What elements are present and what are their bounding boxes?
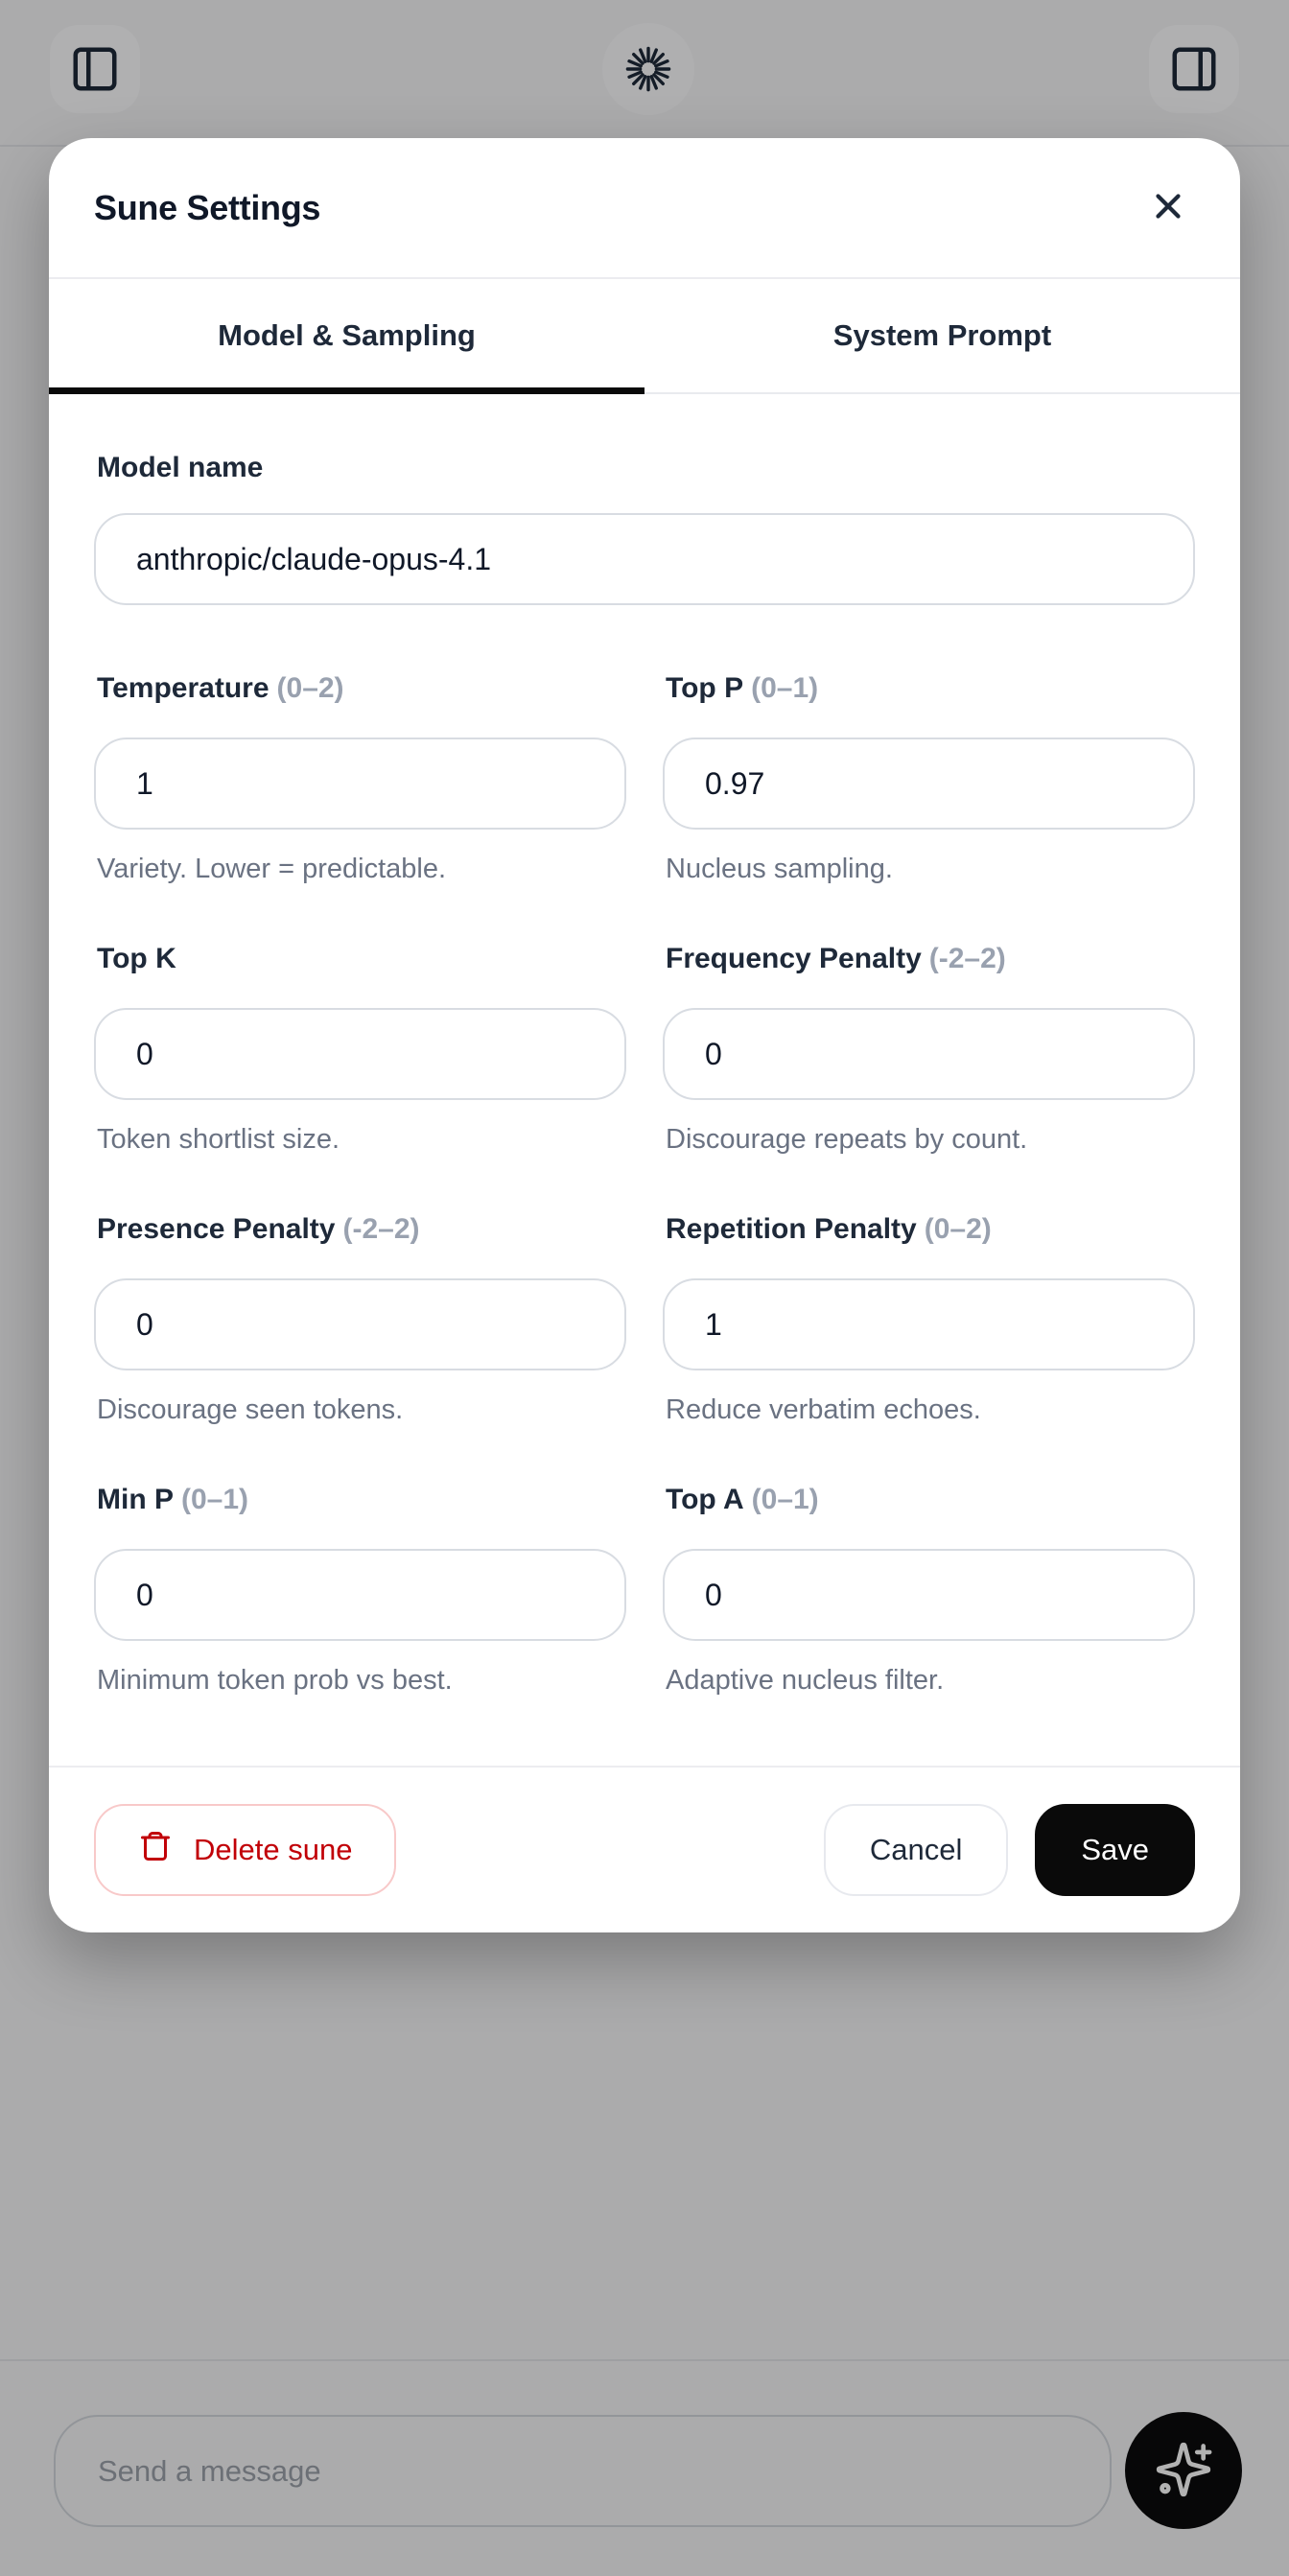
panel-right-icon xyxy=(1168,43,1220,95)
sampling-fields-grid: Temperature(0–2) Variety. Lower = predic… xyxy=(94,672,1195,1697)
composer-divider xyxy=(0,2359,1289,2361)
close-button[interactable] xyxy=(1141,181,1195,235)
field-label: Top P xyxy=(666,672,744,704)
field-range: (0–2) xyxy=(924,1213,992,1245)
modal-title: Sune Settings xyxy=(94,187,321,227)
field-presence-penalty: Presence Penalty(-2–2) Discourage seen t… xyxy=(94,1213,626,1426)
app-logo-button[interactable] xyxy=(602,23,694,115)
modal-footer: Delete sune Cancel Save xyxy=(49,1766,1240,1932)
starburst-icon xyxy=(625,46,671,92)
save-button[interactable]: Save xyxy=(1035,1804,1195,1896)
field-frequency-penalty: Frequency Penalty(-2–2) Discourage repea… xyxy=(663,943,1195,1156)
field-top-p: Top P(0–1) Nucleus sampling. xyxy=(663,672,1195,885)
field-range: (0–2) xyxy=(276,672,344,704)
field-range: (0–1) xyxy=(751,1484,819,1515)
field-temperature: Temperature(0–2) Variety. Lower = predic… xyxy=(94,672,626,885)
modal-header: Sune Settings xyxy=(49,138,1240,279)
field-top-k: Top K Token shortlist size. xyxy=(94,943,626,1156)
tab-system-prompt[interactable]: System Prompt xyxy=(644,279,1240,392)
repetition-penalty-input[interactable] xyxy=(663,1278,1195,1370)
close-icon xyxy=(1148,186,1188,229)
model-name-label: Model name xyxy=(97,452,264,483)
field-repetition-penalty: Repetition Penalty(0–2) Reduce verbatim … xyxy=(663,1213,1195,1426)
field-helper: Nucleus sampling. xyxy=(666,854,893,884)
field-label: Presence Penalty xyxy=(97,1213,336,1245)
toggle-left-sidebar-button[interactable] xyxy=(50,25,140,113)
field-label: Temperature xyxy=(97,672,270,704)
top-a-input[interactable] xyxy=(663,1549,1195,1641)
field-range: (0–1) xyxy=(181,1484,249,1515)
field-label: Top A xyxy=(666,1484,744,1515)
settings-tabs: Model & Sampling System Prompt xyxy=(49,279,1240,394)
field-min-p: Min P(0–1) Minimum token prob vs best. xyxy=(94,1484,626,1697)
message-input[interactable] xyxy=(54,2415,1112,2527)
sparkles-icon xyxy=(1154,2440,1213,2502)
model-name-input[interactable] xyxy=(94,513,1195,605)
toggle-right-sidebar-button[interactable] xyxy=(1149,25,1239,113)
field-range: (-2–2) xyxy=(342,1213,420,1245)
field-helper: Minimum token prob vs best. xyxy=(97,1665,453,1696)
top-k-input[interactable] xyxy=(94,1008,626,1100)
delete-sune-label: Delete sune xyxy=(194,1833,353,1866)
top-p-input[interactable] xyxy=(663,738,1195,830)
tab-model-sampling[interactable]: Model & Sampling xyxy=(49,279,644,392)
presence-penalty-input[interactable] xyxy=(94,1278,626,1370)
send-message-button[interactable] xyxy=(1125,2412,1242,2529)
min-p-input[interactable] xyxy=(94,1549,626,1641)
field-helper: Variety. Lower = predictable. xyxy=(97,854,447,884)
delete-sune-button[interactable]: Delete sune xyxy=(94,1804,397,1896)
cancel-button[interactable]: Cancel xyxy=(823,1804,1009,1896)
field-helper: Token shortlist size. xyxy=(97,1124,340,1155)
field-helper: Adaptive nucleus filter. xyxy=(666,1665,945,1696)
panel-left-icon xyxy=(69,43,121,95)
app-top-bar xyxy=(0,0,1289,147)
field-label: Frequency Penalty xyxy=(666,943,922,974)
field-range: (0–1) xyxy=(751,672,819,704)
field-top-a: Top A(0–1) Adaptive nucleus filter. xyxy=(663,1484,1195,1697)
trash-icon xyxy=(138,1829,173,1871)
field-range: (-2–2) xyxy=(928,943,1006,974)
field-label: Min P xyxy=(97,1484,174,1515)
field-helper: Reduce verbatim echoes. xyxy=(666,1394,981,1425)
field-helper: Discourage seen tokens. xyxy=(97,1394,404,1425)
field-label: Repetition Penalty xyxy=(666,1213,917,1245)
frequency-penalty-input[interactable] xyxy=(663,1008,1195,1100)
temperature-input[interactable] xyxy=(94,738,626,830)
field-label: Top K xyxy=(97,943,176,974)
sune-settings-modal: Sune Settings Model & Sampling System Pr… xyxy=(49,138,1240,1932)
active-tab-indicator xyxy=(49,387,644,394)
model-name-field: Model name xyxy=(94,452,1195,605)
field-helper: Discourage repeats by count. xyxy=(666,1124,1028,1155)
modal-body: Model name Temperature(0–2) Variety. Low… xyxy=(49,394,1240,1766)
